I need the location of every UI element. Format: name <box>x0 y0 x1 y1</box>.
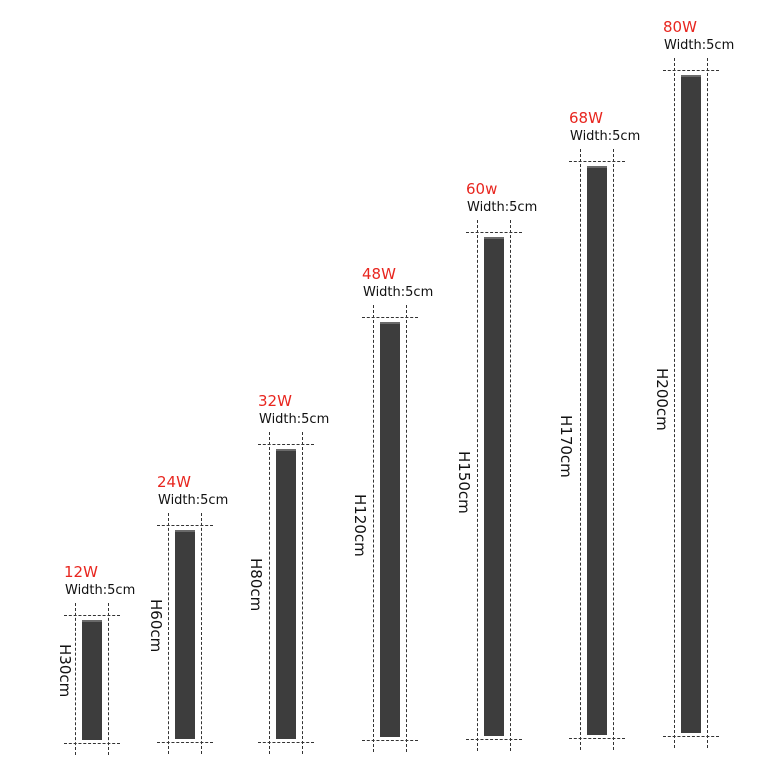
width-label: Width:5cm <box>259 412 330 427</box>
dimension-line-right <box>707 58 708 748</box>
dimension-line-right <box>510 220 511 751</box>
lamp-bar <box>276 449 296 739</box>
dimension-line-top <box>64 615 120 616</box>
dimension-line-right <box>406 305 407 752</box>
dimension-line-bottom <box>258 742 314 743</box>
width-label: Width:5cm <box>158 493 229 508</box>
height-label: H200cm <box>653 368 671 431</box>
dimension-line-left <box>75 603 76 755</box>
dimension-line-left <box>674 58 675 748</box>
dimension-line-bottom <box>157 742 213 743</box>
power-label: 68W <box>569 109 603 127</box>
height-label: H60cm <box>147 598 165 652</box>
power-label: 80W <box>663 18 697 36</box>
height-label: H150cm <box>455 450 473 514</box>
power-label: 24W <box>157 473 191 491</box>
dimension-line-top <box>258 444 314 445</box>
width-label: Width:5cm <box>570 129 641 144</box>
dimension-line-left <box>269 432 270 754</box>
dimension-line-left <box>373 305 374 752</box>
dimension-line-top <box>569 161 625 162</box>
height-label: H120cm <box>351 493 369 557</box>
width-label: Width:5cm <box>664 38 735 53</box>
height-label: H30cm <box>56 644 74 698</box>
dimension-line-bottom <box>64 743 120 744</box>
dimension-line-right <box>201 513 202 754</box>
lamp-bar <box>587 166 607 735</box>
dimension-line-left <box>168 513 169 754</box>
dimension-line-bottom <box>663 736 719 737</box>
dimension-line-left <box>477 220 478 751</box>
power-label: 48W <box>362 265 396 283</box>
dimension-line-right <box>613 149 614 750</box>
lamp-bar <box>681 75 701 733</box>
dimension-line-right <box>108 603 109 755</box>
height-label: H170cm <box>557 414 575 478</box>
dimension-line-bottom <box>569 738 625 739</box>
lamp-bar <box>82 620 102 740</box>
dimension-line-top <box>663 70 719 71</box>
width-label: Width:5cm <box>65 583 136 598</box>
width-label: Width:5cm <box>363 285 434 300</box>
power-label: 60w <box>466 180 498 198</box>
power-label: 12W <box>64 563 98 581</box>
lamp-bar <box>484 237 504 736</box>
lamp-bar <box>175 530 195 739</box>
dimension-line-top <box>157 525 213 526</box>
dimension-line-right <box>302 432 303 754</box>
lamp-bar <box>380 322 400 737</box>
dimension-line-bottom <box>466 739 522 740</box>
height-label: H80cm <box>247 558 265 612</box>
dimension-line-left <box>580 149 581 750</box>
width-label: Width:5cm <box>467 200 538 215</box>
dimension-line-top <box>362 317 418 318</box>
dimension-line-bottom <box>362 740 418 741</box>
power-label: 32W <box>258 392 292 410</box>
dimension-line-top <box>466 232 522 233</box>
